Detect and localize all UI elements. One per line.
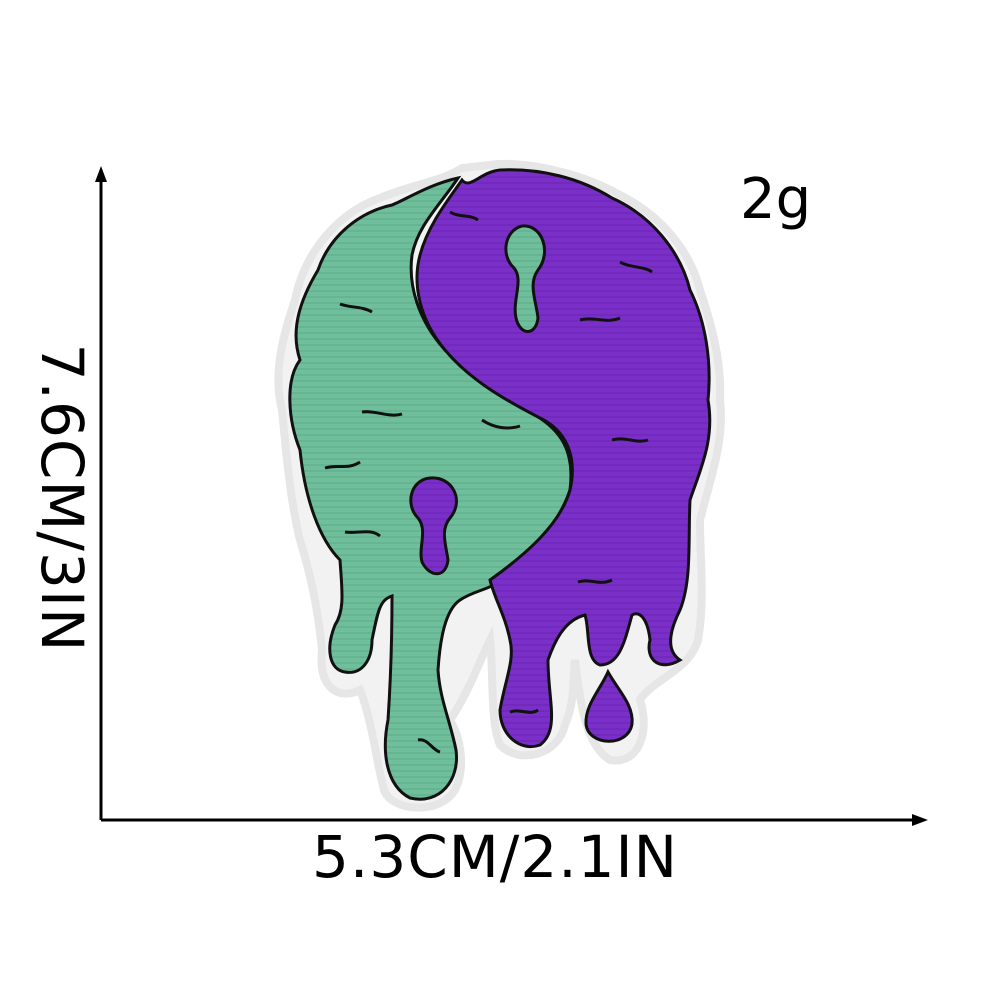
- weight-label: 2g: [740, 167, 812, 232]
- height-dimension-label: 7.6CM/3IN: [28, 343, 96, 653]
- dimension-axes: [95, 166, 928, 826]
- width-dimension-label: 5.3CM/2.1IN: [312, 823, 679, 891]
- patch-drop: [584, 668, 634, 743]
- patch-purple-half: [415, 168, 712, 748]
- vertical-axis-arrow-icon: [95, 166, 107, 182]
- horizontal-axis-arrow-icon: [912, 814, 928, 826]
